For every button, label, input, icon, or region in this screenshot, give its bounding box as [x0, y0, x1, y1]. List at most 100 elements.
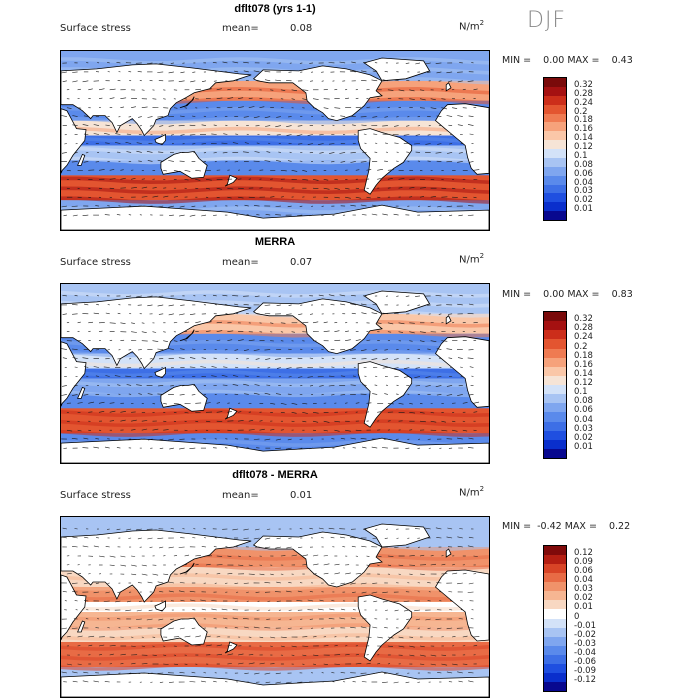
stress-vector — [331, 366, 335, 368]
stress-vector — [384, 116, 388, 118]
colorbar-tick-label: 0.01 — [574, 441, 593, 452]
stress-vector — [437, 672, 442, 674]
stress-vector — [170, 618, 174, 620]
stress-vector — [330, 582, 335, 584]
stress-vector — [216, 330, 223, 332]
stress-vector — [385, 142, 388, 144]
stress-vector — [468, 437, 474, 440]
stress-vector — [265, 358, 271, 360]
stress-vector — [462, 322, 466, 324]
stress-vector — [201, 608, 207, 611]
stress-vector — [275, 672, 281, 675]
continent-outline — [252, 65, 383, 122]
stress-vector — [387, 178, 393, 180]
stress-vector — [234, 70, 239, 73]
stress-vector — [72, 80, 78, 83]
stress-vector — [340, 672, 346, 674]
stress-vector — [148, 438, 153, 441]
colorbar-tick-label: 0.04 — [574, 414, 593, 425]
stress-vector — [398, 645, 405, 648]
stress-vector — [351, 61, 356, 64]
stress-vector — [61, 115, 67, 117]
stress-vector — [448, 313, 453, 315]
stress-vector — [340, 394, 346, 396]
stress-vector — [238, 339, 244, 341]
stress-vector — [312, 654, 319, 656]
stress-vector — [82, 545, 89, 548]
colorbar-swatch — [544, 609, 566, 619]
stress-vector — [66, 429, 73, 432]
stress-vector — [270, 429, 275, 431]
stress-vector — [232, 384, 239, 386]
stress-vector — [319, 366, 324, 368]
stress-vector — [430, 412, 435, 414]
stress-vector — [462, 88, 466, 91]
stress-vector — [141, 186, 148, 189]
stress-vector — [275, 681, 281, 684]
stress-vector — [360, 204, 367, 207]
stress-vector — [302, 420, 307, 423]
stress-vector — [107, 618, 110, 620]
stress-vector — [340, 303, 346, 306]
stress-vector — [415, 385, 421, 387]
stress-vector — [414, 609, 421, 612]
stress-vector — [345, 572, 351, 575]
colorbar-swatch — [544, 95, 566, 105]
stress-vector — [222, 61, 228, 64]
continent-outline — [154, 600, 166, 612]
stress-vector — [131, 331, 137, 333]
stress-vector — [184, 179, 189, 181]
colorbar-tick-label: 0.08 — [574, 396, 593, 407]
continent-outline — [434, 336, 489, 408]
stress-vector — [307, 599, 314, 602]
stress-vector — [184, 321, 190, 324]
colorbar-swatch — [544, 394, 566, 404]
stress-vector — [131, 178, 136, 180]
stress-vector — [345, 97, 350, 99]
stress-vector — [66, 573, 72, 575]
stress-vector — [288, 582, 292, 584]
stress-vector — [157, 71, 164, 73]
stress-vector — [352, 591, 356, 593]
stress-vector — [189, 681, 196, 683]
stress-vector — [270, 573, 274, 576]
stress-vector — [82, 80, 89, 83]
stress-vector — [216, 321, 223, 324]
stress-vector — [452, 420, 456, 423]
stress-vector — [127, 600, 132, 603]
stress-vector — [83, 161, 89, 163]
stress-vector — [71, 627, 78, 629]
stress-vector — [62, 527, 67, 530]
stress-vector — [88, 401, 95, 404]
stress-vector — [406, 618, 410, 620]
stress-vector — [366, 196, 371, 199]
stress-vector — [458, 680, 463, 683]
stress-vector — [147, 160, 153, 162]
stress-vector — [467, 447, 474, 449]
stress-vector — [203, 672, 207, 674]
stress-vector — [136, 150, 142, 153]
colorbar-swatch — [544, 321, 566, 331]
stress-vector — [105, 591, 110, 594]
stress-vector — [232, 375, 239, 377]
stress-vector — [131, 564, 137, 567]
colorbar-swatch — [544, 421, 566, 431]
stress-vector — [243, 383, 249, 386]
stress-vector — [286, 125, 292, 127]
stress-vector — [341, 608, 346, 611]
stress-vector — [61, 394, 67, 396]
colorbar-swatch — [544, 366, 566, 376]
stress-vector — [437, 205, 442, 208]
stress-vector — [109, 402, 115, 404]
stress-vector — [468, 161, 474, 163]
stress-vector — [419, 654, 426, 657]
stress-vector — [116, 447, 121, 449]
stress-vector — [329, 608, 335, 611]
stress-vector — [195, 635, 201, 638]
stress-vector — [385, 609, 388, 611]
stress-vector — [275, 214, 281, 216]
stress-vector — [211, 600, 217, 602]
stress-vector — [264, 438, 271, 441]
stress-vector — [138, 116, 142, 118]
colorbar-tick-label: 0.1 — [574, 387, 588, 398]
